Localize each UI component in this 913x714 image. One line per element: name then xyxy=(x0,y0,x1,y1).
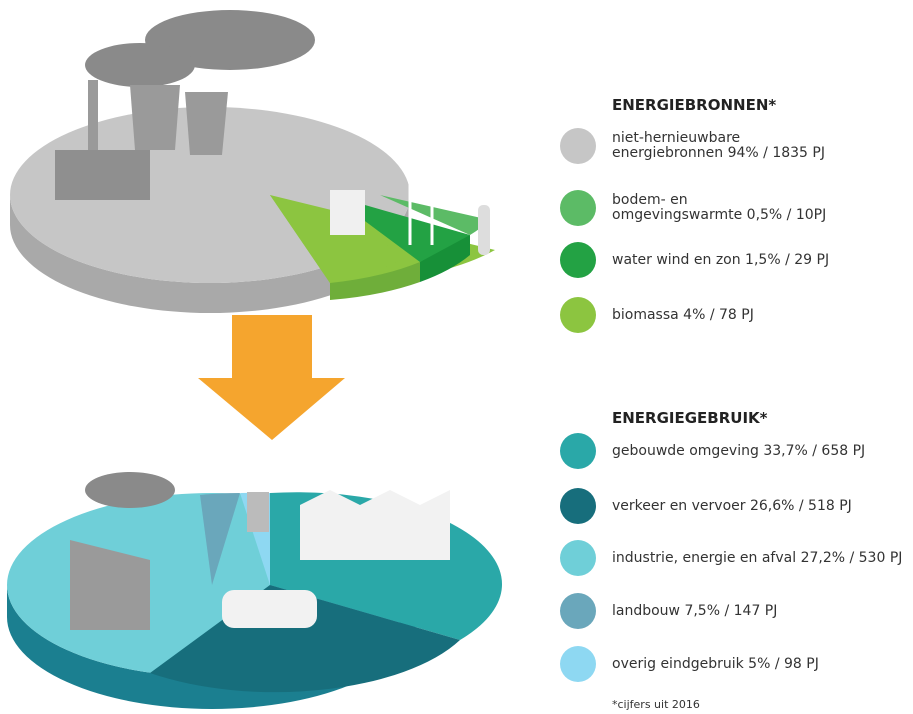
section-title: ENERGIEBRONNEN* xyxy=(612,96,776,114)
legend-label: gebouwde omgeving 33,7% / 658 PJ xyxy=(612,444,865,459)
cooling-tower xyxy=(130,85,180,150)
battery xyxy=(247,492,269,532)
legend-label: verkeer en vervoer 26,6% / 518 PJ xyxy=(612,499,852,514)
legend-item: landbouw 7,5% / 147 PJ xyxy=(560,593,777,629)
cooling-tower xyxy=(185,92,228,155)
label-line: gebouwde omgeving 33,7% / 658 PJ xyxy=(612,444,865,459)
illustration xyxy=(0,0,540,714)
legend-icon xyxy=(560,242,596,278)
car xyxy=(222,590,317,628)
thermometer xyxy=(478,205,490,255)
legend-item: verkeer en vervoer 26,6% / 518 PJ xyxy=(560,488,852,524)
footnote: *cijfers uit 2016 xyxy=(612,698,700,711)
legend-label: water wind en zon 1,5% / 29 PJ xyxy=(612,253,829,268)
label-line: biomassa 4% / 78 PJ xyxy=(612,308,754,323)
label-line: verkeer en vervoer 26,6% / 518 PJ xyxy=(612,499,852,514)
label-line: omgevingswarmte 0,5% / 10PJ xyxy=(612,208,826,223)
factory xyxy=(55,150,150,200)
legend-item: overig eindgebruik 5% / 98 PJ xyxy=(560,646,819,682)
smoke xyxy=(85,472,175,508)
house xyxy=(330,190,365,235)
legend-icon xyxy=(560,540,596,576)
section-title: ENERGIEGEBRUIK* xyxy=(612,409,768,427)
label-line: water wind en zon 1,5% / 29 PJ xyxy=(612,253,829,268)
legend-icon xyxy=(560,433,596,469)
label-line: energiebronnen 94% / 1835 PJ xyxy=(612,146,825,161)
legend-item: industrie, energie en afval 27,2% / 530 … xyxy=(560,540,902,576)
legend-icon xyxy=(560,128,596,164)
legend-icon xyxy=(560,190,596,226)
infographic: ENERGIEBRONNEN* niet-hernieuwbareenergieb… xyxy=(0,0,913,714)
buildings xyxy=(300,490,450,560)
legend-icon xyxy=(560,488,596,524)
label-line: overig eindgebruik 5% / 98 PJ xyxy=(612,657,819,672)
arrow xyxy=(198,315,345,440)
legend-icon xyxy=(560,297,596,333)
legend-label: biomassa 4% / 78 PJ xyxy=(612,308,754,323)
label-line: niet-hernieuwbare xyxy=(612,131,825,146)
legend-icon xyxy=(560,593,596,629)
legend-label: overig eindgebruik 5% / 98 PJ xyxy=(612,657,819,672)
label-line: landbouw 7,5% / 147 PJ xyxy=(612,604,777,619)
smoke xyxy=(85,43,195,87)
legend-item: gebouwde omgeving 33,7% / 658 PJ xyxy=(560,433,865,469)
chimney xyxy=(88,80,98,155)
legend-icon xyxy=(560,646,596,682)
legend-label: industrie, energie en afval 27,2% / 530 … xyxy=(612,551,902,566)
label-line: industrie, energie en afval 27,2% / 530 … xyxy=(612,551,902,566)
label-line: bodem- en xyxy=(612,193,826,208)
legend-item: water wind en zon 1,5% / 29 PJ xyxy=(560,242,829,278)
legend-item: biomassa 4% / 78 PJ xyxy=(560,297,754,333)
legend-label: landbouw 7,5% / 147 PJ xyxy=(612,604,777,619)
